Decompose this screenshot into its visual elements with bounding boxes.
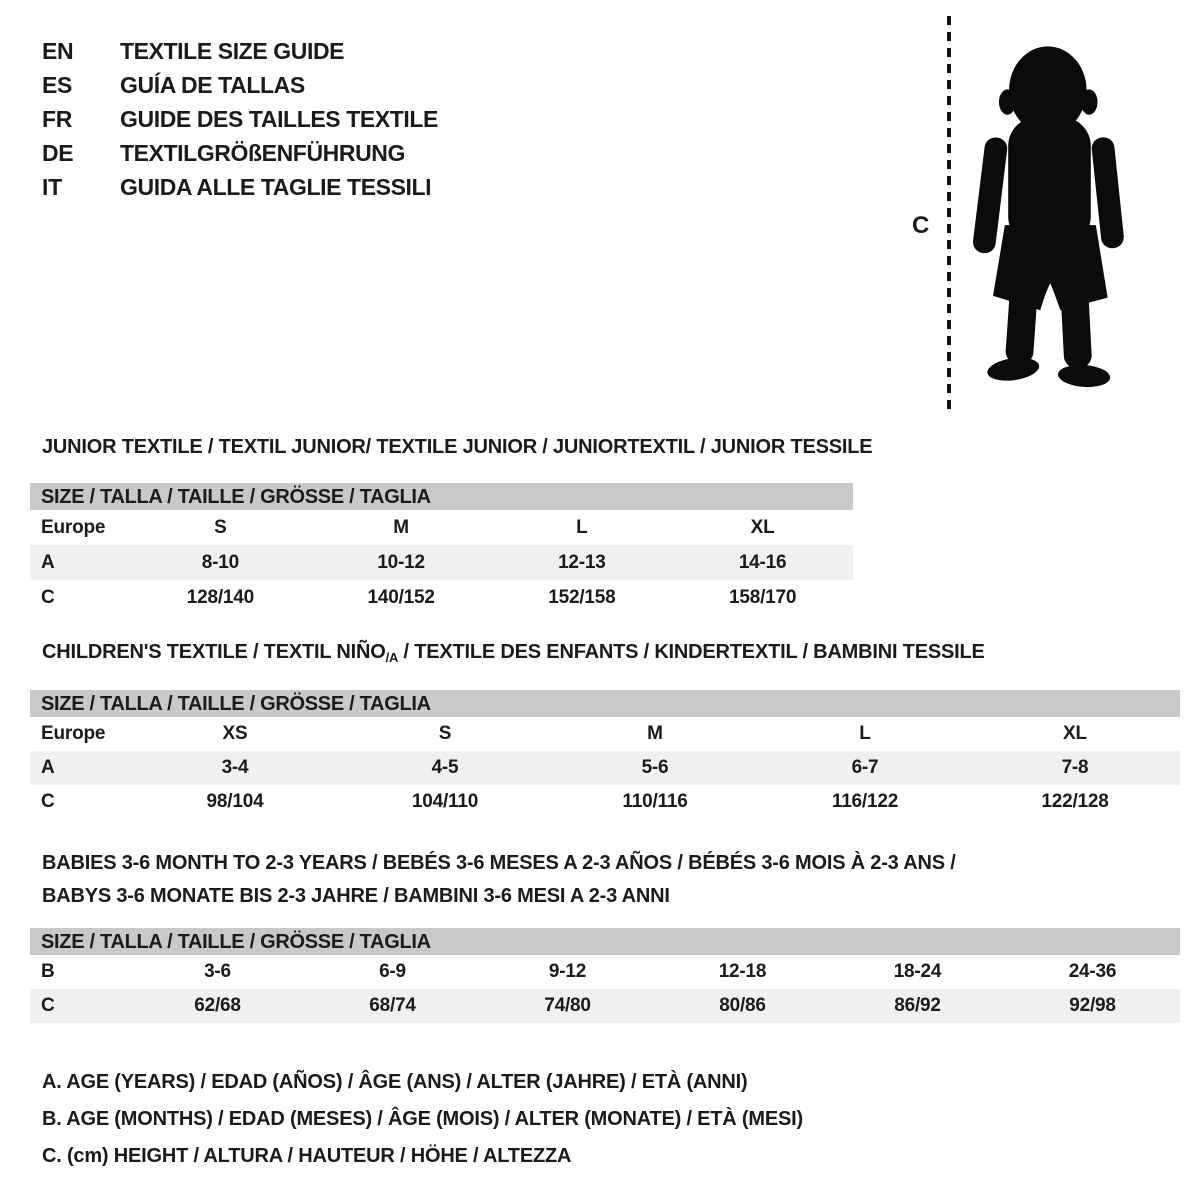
row-label: B [41, 961, 55, 982]
table-cell: 80/86 [719, 995, 766, 1016]
table-cell: 5-6 [641, 757, 669, 778]
table-cell: 68/74 [369, 995, 416, 1016]
table-cell: 8-10 [201, 551, 239, 573]
row-label: C [41, 586, 55, 608]
row-label: A [41, 757, 55, 778]
table-row-height: C 62/68 68/74 74/80 80/86 86/92 92/98 [30, 989, 1180, 1023]
junior-section-heading: JUNIOR TEXTILE / TEXTIL JUNIOR/ TEXTILE … [42, 436, 873, 458]
table-cell: 14-16 [738, 551, 787, 573]
lang-title: TEXTILGRÖßENFÜHRUNG [120, 139, 405, 166]
table-cell: 12-13 [558, 551, 606, 573]
table-cell: 4-5 [431, 757, 459, 778]
lang-code: FR [42, 105, 73, 132]
table-cell: 140/152 [367, 586, 435, 608]
lang-title: GUIDA ALLE TAGLIE TESSILI [120, 173, 432, 200]
lang-row-fr: FR GUIDE DES TAILLES TEXTILE [42, 102, 438, 136]
babies-section-heading-line2: BABYS 3-6 MONATE BIS 2-3 JAHRE / BAMBINI… [42, 885, 670, 907]
table-cell: 7-8 [1061, 757, 1089, 778]
table-cell: 10-12 [377, 551, 425, 573]
lang-title: GUIDE DES TAILLES TEXTILE [120, 105, 438, 132]
table-cell: XL [750, 516, 775, 538]
size-header-bar: SIZE / TALLA / TAILLE / GRÖSSE / TAGLIA [30, 928, 1180, 955]
table-row-age: A 3-4 4-5 5-6 6-7 7-8 [30, 751, 1180, 785]
row-label: Europe [41, 516, 106, 538]
size-header-bar: SIZE / TALLA / TAILLE / GRÖSSE / TAGLIA [30, 690, 1180, 717]
size-header-bar: SIZE / TALLA / TAILLE / GRÖSSE / TAGLIA [30, 483, 853, 510]
lang-row-it: IT GUIDA ALLE TAGLIE TESSILI [42, 170, 438, 204]
table-cell: XS [222, 723, 248, 744]
height-measure-dashed-line [947, 16, 951, 416]
table-cell: 110/116 [622, 791, 688, 812]
height-measure-label: C [912, 212, 930, 239]
table-cell: 74/80 [544, 995, 591, 1016]
lang-code: DE [42, 139, 74, 166]
table-row-europe: Europe S M L XL [30, 510, 853, 545]
table-cell: 3-6 [204, 961, 231, 982]
table-cell: S [438, 723, 452, 744]
lang-row-en: EN TEXTILE SIZE GUIDE [42, 34, 438, 68]
legend-height-cm: C. (cm) HEIGHT / ALTURA / HAUTEUR / HÖHE… [42, 1145, 572, 1167]
lang-title: GUÍA DE TALLAS [120, 71, 305, 98]
table-cell: 62/68 [194, 995, 241, 1016]
table-cell: 104/110 [411, 791, 479, 812]
table-cell: 18-24 [893, 961, 942, 982]
lang-code: IT [42, 173, 62, 200]
lang-code: EN [42, 37, 74, 64]
table-cell: 3-4 [221, 757, 249, 778]
row-label: C [41, 995, 55, 1016]
table-cell: M [393, 516, 409, 538]
table-cell: 12-18 [718, 961, 767, 982]
table-row-height: C 128/140 140/152 152/158 158/170 [30, 580, 853, 615]
children-size-table: SIZE / TALLA / TAILLE / GRÖSSE / TAGLIA … [30, 690, 1180, 819]
table-cell: 92/98 [1069, 995, 1116, 1016]
table-cell: 158/170 [728, 586, 797, 608]
table-cell: 6-7 [851, 757, 879, 778]
junior-size-table: SIZE / TALLA / TAILLE / GRÖSSE / TAGLIA … [30, 483, 853, 615]
children-heading-subscript: /A [385, 650, 399, 665]
table-cell: 128/140 [186, 586, 255, 608]
row-label: A [41, 551, 55, 573]
table-cell: 122/128 [1041, 791, 1109, 812]
table-row-months: B 3-6 6-9 9-12 12-18 18-24 24-36 [30, 955, 1180, 989]
children-section-heading: CHILDREN'S TEXTILE / TEXTIL NIÑO/A / TEX… [42, 641, 985, 665]
babies-section-heading-line1: BABIES 3-6 MONTH TO 2-3 YEARS / BEBÉS 3-… [42, 852, 956, 874]
legend-age-months: B. AGE (MONTHS) / EDAD (MESES) / ÂGE (MO… [42, 1108, 803, 1130]
legend-age-years: A. AGE (YEARS) / EDAD (AÑOS) / ÂGE (ANS)… [42, 1071, 748, 1093]
table-cell: XL [1063, 723, 1087, 744]
lang-code: ES [42, 71, 73, 98]
table-cell: 9-12 [548, 961, 587, 982]
babies-size-table: SIZE / TALLA / TAILLE / GRÖSSE / TAGLIA … [30, 928, 1180, 1023]
table-cell: 24-36 [1068, 961, 1117, 982]
table-cell: L [576, 516, 588, 538]
row-label: C [41, 791, 55, 812]
table-row-age: A 8-10 10-12 12-13 14-16 [30, 545, 853, 580]
children-heading-pre: CHILDREN'S TEXTILE / TEXTIL NIÑO [42, 641, 386, 663]
children-heading-post: / TEXTILE DES ENFANTS / KINDERTEXTIL / B… [398, 641, 985, 663]
table-cell: 98/104 [206, 791, 264, 812]
table-cell: L [859, 723, 871, 744]
table-cell: 116/122 [831, 791, 899, 812]
table-cell: M [647, 723, 663, 744]
lang-row-es: ES GUÍA DE TALLAS [42, 68, 438, 102]
table-cell: 86/92 [894, 995, 941, 1016]
table-cell: 152/158 [548, 586, 616, 608]
language-title-list: EN TEXTILE SIZE GUIDE ES GUÍA DE TALLAS … [42, 34, 438, 204]
table-cell: S [214, 516, 227, 538]
table-row-europe: Europe XS S M L XL [30, 717, 1180, 751]
row-label: Europe [41, 723, 106, 744]
table-cell: 6-9 [379, 961, 406, 982]
lang-row-de: DE TEXTILGRÖßENFÜHRUNG [42, 136, 438, 170]
table-row-height: C 98/104 104/110 110/116 116/122 122/128 [30, 785, 1180, 819]
lang-title: TEXTILE SIZE GUIDE [120, 37, 345, 64]
toddler-silhouette-icon [972, 46, 1124, 388]
